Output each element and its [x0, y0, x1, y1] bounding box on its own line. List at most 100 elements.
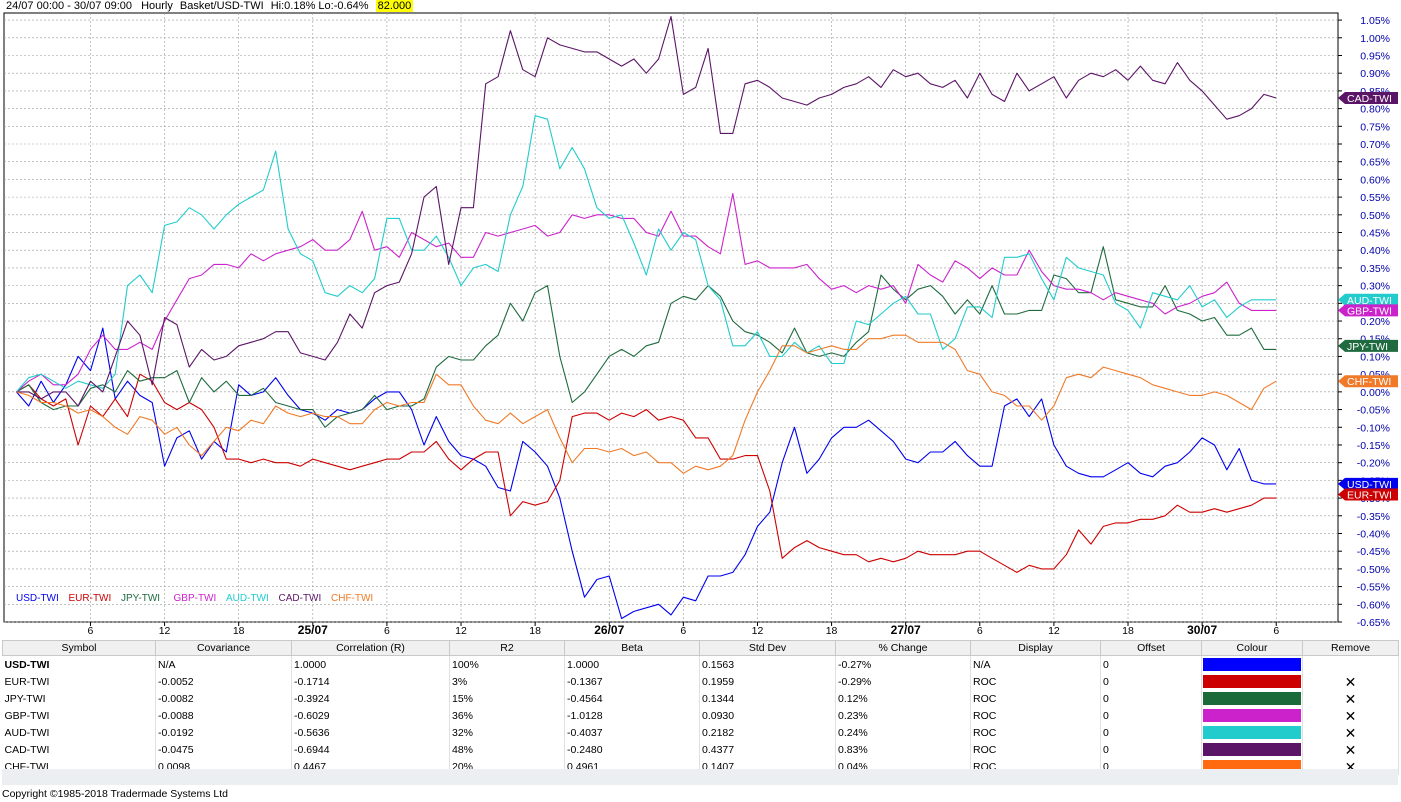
- cell-colour[interactable]: [1201, 707, 1303, 724]
- cell-stddev: 0.0930: [699, 707, 836, 724]
- cell-colour[interactable]: [1201, 724, 1303, 741]
- cell-offset[interactable]: 0: [1100, 707, 1202, 724]
- correlation-table: Symbol Covariance Correlation (R) R2 Beta Std…: [2, 640, 1399, 775]
- colour-swatch[interactable]: [1203, 692, 1301, 705]
- cell-display[interactable]: N/A: [970, 655, 1101, 673]
- cell-offset[interactable]: 0: [1100, 741, 1202, 758]
- y-tick-label: -0.60%: [1357, 599, 1390, 611]
- table-row[interactable]: GBP-TWI -0.0088 -0.6029 36% -1.0128 0.0930 0.2…: [2, 707, 1399, 724]
- column-header-beta[interactable]: Beta: [564, 640, 700, 656]
- cell-change: 0.83%: [835, 741, 971, 758]
- remove-icon[interactable]: ✕: [1302, 673, 1399, 690]
- cell-display[interactable]: ROC: [970, 741, 1101, 758]
- cell-correlation: 1.0000: [291, 655, 450, 673]
- y-tick-label: 0.00%: [1360, 387, 1390, 399]
- y-axis: 1.05%1.00%0.95%0.90%0.85%0.80%0.75%0.70%…: [1338, 15, 1390, 629]
- colour-swatch[interactable]: [1203, 658, 1301, 671]
- series-line-chf-twi: [16, 334, 1277, 474]
- y-tick-label: -0.15%: [1357, 440, 1390, 452]
- y-tick-label: 0.90%: [1360, 68, 1390, 80]
- cell-display[interactable]: ROC: [970, 690, 1101, 707]
- remove-icon[interactable]: ✕: [1302, 724, 1399, 741]
- column-header-correlation-r-[interactable]: Correlation (R): [291, 640, 450, 656]
- cell-r2: 15%: [449, 690, 565, 707]
- tag-shape: [1338, 339, 1398, 352]
- cell-colour[interactable]: [1201, 741, 1303, 758]
- column-header-offset[interactable]: Offset: [1100, 640, 1202, 656]
- cell-symbol: AUD-TWI: [2, 724, 156, 741]
- cell-offset[interactable]: 0: [1100, 724, 1202, 741]
- y-tick-label: 0.50%: [1360, 210, 1390, 222]
- column-header-r2[interactable]: R2: [449, 640, 565, 656]
- cell-offset[interactable]: 0: [1100, 673, 1202, 690]
- cell-covariance: -0.0088: [155, 707, 292, 724]
- column-header-display[interactable]: Display: [970, 640, 1101, 656]
- x-tick-label: 18: [1122, 625, 1134, 637]
- cell-beta: 1.0000: [564, 655, 700, 673]
- date-range: 24/07 00:00 - 30/07 09:00: [6, 0, 132, 12]
- y-tick-label: 1.00%: [1360, 33, 1390, 45]
- cell-change: 0.23%: [835, 707, 971, 724]
- cell-r2: 36%: [449, 707, 565, 724]
- cell-r2: 100%: [449, 655, 565, 673]
- table-row[interactable]: JPY-TWI -0.0082 -0.3924 15% -0.4564 0.1344 0.1…: [2, 690, 1399, 707]
- x-tick-label: 6: [88, 625, 94, 637]
- cell-change: -0.29%: [835, 673, 971, 690]
- hi-lo: Hi:0.18% Lo:-0.64%: [270, 0, 369, 12]
- remove-icon[interactable]: ✕: [1302, 690, 1399, 707]
- y-tick-label: 0.75%: [1360, 121, 1390, 133]
- cell-colour[interactable]: [1201, 655, 1303, 673]
- cell-stddev: 0.4377: [699, 741, 836, 758]
- cell-display[interactable]: ROC: [970, 673, 1101, 690]
- copyright: Copyright ©1985-2018 Tradermade Systems …: [2, 788, 229, 800]
- period: Hourly: [141, 0, 173, 12]
- legend-item-chf-twi: CHF-TWI: [331, 593, 373, 604]
- legend-item-eur-twi: EUR-TWI: [69, 593, 112, 604]
- colour-swatch[interactable]: [1203, 743, 1301, 756]
- x-tick-label: 26/07: [594, 623, 624, 637]
- cell-r2: 48%: [449, 741, 565, 758]
- y-tick-label: -0.55%: [1357, 582, 1390, 594]
- column-header--change[interactable]: % Change: [835, 640, 971, 656]
- tag-aud-twi: AUD-TWI: [1338, 293, 1398, 307]
- cell-colour[interactable]: [1201, 673, 1303, 690]
- tag-usd-twi: USD-TWI: [1338, 477, 1398, 491]
- tag-label: AUD-TWI: [1347, 295, 1392, 307]
- y-tick-label: 0.70%: [1360, 139, 1390, 151]
- cell-offset[interactable]: 0: [1100, 690, 1202, 707]
- cell-symbol: GBP-TWI: [2, 707, 156, 724]
- cell-display[interactable]: ROC: [970, 724, 1101, 741]
- column-header-colour[interactable]: Colour: [1201, 640, 1303, 656]
- series-line-jpy-twi: [16, 246, 1277, 428]
- table-row[interactable]: USD-TWI N/A 1.0000 100% 1.0000 0.1563 -0.27% N/…: [2, 655, 1399, 673]
- legend-item-gbp-twi: GBP-TWI: [174, 593, 217, 604]
- remove-icon[interactable]: ✕: [1302, 707, 1399, 724]
- tag-shape: [1338, 91, 1398, 104]
- column-header-std-dev[interactable]: Std Dev: [699, 640, 836, 656]
- table-row[interactable]: EUR-TWI -0.0052 -0.1714 3% -0.1367 0.1959 -0.2…: [2, 673, 1399, 690]
- y-tick-label: 0.55%: [1360, 192, 1390, 204]
- y-tick-label: -0.40%: [1357, 528, 1390, 540]
- remove-icon[interactable]: ✕: [1302, 741, 1399, 758]
- cell-beta: -0.4564: [564, 690, 700, 707]
- tag-label: EUR-TWI: [1347, 490, 1392, 502]
- column-header-covariance[interactable]: Covariance: [155, 640, 292, 656]
- x-tick-label: 6: [680, 625, 686, 637]
- colour-swatch[interactable]: [1203, 709, 1301, 722]
- cell-offset[interactable]: 0: [1100, 655, 1202, 673]
- colour-swatch[interactable]: [1203, 675, 1301, 688]
- cell-colour[interactable]: [1201, 690, 1303, 707]
- tag-shape: [1338, 477, 1398, 490]
- y-tick-label: -0.35%: [1357, 511, 1390, 523]
- column-header-remove[interactable]: Remove: [1302, 640, 1399, 656]
- cell-stddev: 0.1959: [699, 673, 836, 690]
- cell-display[interactable]: ROC: [970, 707, 1101, 724]
- table-row[interactable]: AUD-TWI -0.0192 -0.5636 32% -0.4037 0.2182 0.2…: [2, 724, 1399, 741]
- x-tick-label: 30/07: [1187, 623, 1217, 637]
- column-header-symbol[interactable]: Symbol: [2, 640, 156, 656]
- colour-swatch[interactable]: [1203, 726, 1301, 739]
- cell-r2: 3%: [449, 673, 565, 690]
- table-row[interactable]: CAD-TWI -0.0475 -0.6944 48% -0.2480 0.4377 0.8…: [2, 741, 1399, 758]
- basket-name: Basket/USD-TWI: [179, 0, 264, 12]
